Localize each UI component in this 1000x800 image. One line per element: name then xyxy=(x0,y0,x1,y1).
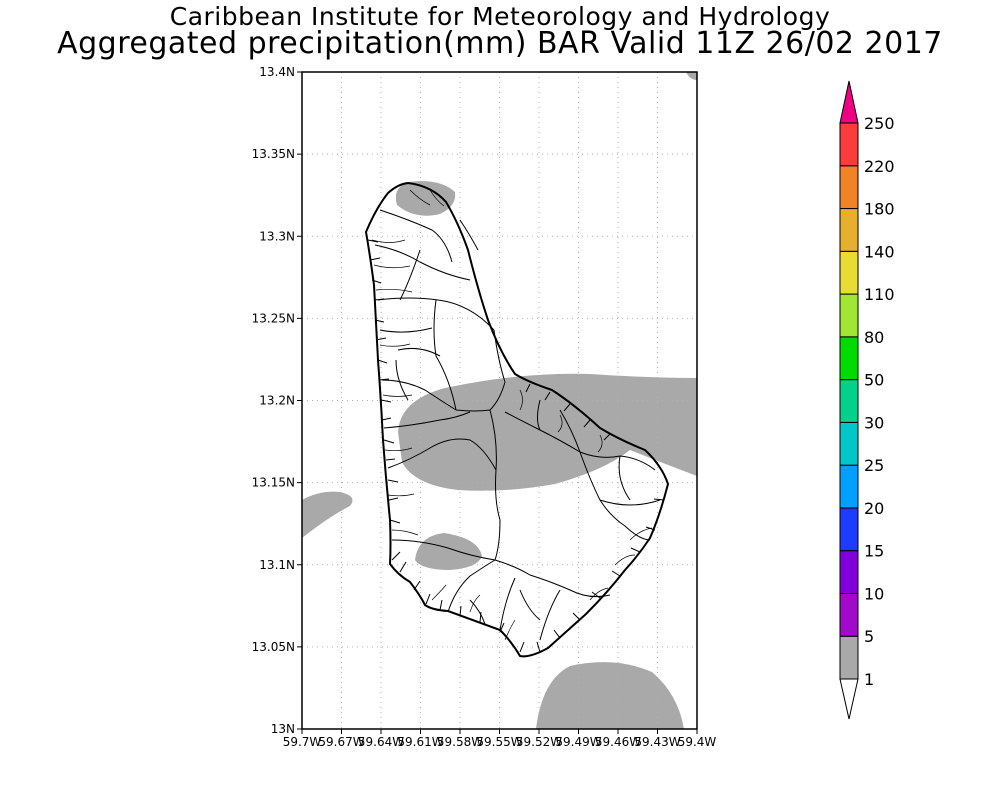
precip-area-central-band xyxy=(398,373,697,491)
barbados-island xyxy=(364,181,670,658)
precip-area-north xyxy=(395,181,456,216)
colorbar-segment xyxy=(839,592,859,637)
chart-title-institute: Caribbean Institute for Meteorology and … xyxy=(169,2,831,31)
lon-tick-label: 59.67W xyxy=(318,735,364,749)
lon-tick-label: 59.64W xyxy=(358,735,404,749)
parish-boundaries xyxy=(374,209,661,641)
colorbar-segment xyxy=(839,250,859,295)
colorbar-level-label: 80 xyxy=(864,328,884,347)
colorbar-segment xyxy=(839,635,859,680)
lat-tick-label: 13.1N xyxy=(259,558,295,572)
lat-tick-label: 13.15N xyxy=(252,476,295,490)
colorbar-level-label: 50 xyxy=(864,371,884,390)
axis-ticks: 13.4N 13.35N 13.3N 13.25N 13.2N 13.15N 13.1N 13… xyxy=(252,65,717,749)
lon-tick-label: 59.58W xyxy=(437,735,483,749)
lat-tick-label: 13.3N xyxy=(259,229,295,243)
lon-tick-label: 59.49W xyxy=(555,735,601,749)
colorbar-segment xyxy=(839,336,859,381)
colorbar-level-label: 220 xyxy=(864,157,895,176)
lon-tick-label: 59.61W xyxy=(397,735,443,749)
lat-tick-label: 13.4N xyxy=(259,65,295,79)
lat-tick-label: 13N xyxy=(271,722,295,736)
colorbar-segment xyxy=(839,379,859,423)
lon-tick-label: 59.46W xyxy=(595,735,641,749)
colorbar-upper-arrow xyxy=(839,80,859,124)
lat-tick-label: 13.2N xyxy=(259,394,295,408)
lon-tick-label: 59.4W xyxy=(678,735,717,749)
island-coastline xyxy=(364,181,670,658)
colorbar-segment xyxy=(839,421,859,466)
colorbar-segment xyxy=(839,507,859,552)
colorbar-segment xyxy=(839,165,859,210)
lat-tick-label: 13.35N xyxy=(252,147,295,161)
colorbar-lower-arrow xyxy=(839,678,859,720)
colorbar-segment xyxy=(839,122,859,167)
island-coast-hatching xyxy=(367,239,665,653)
colorbar-level-label: 140 xyxy=(864,242,895,261)
colorbar-level-label: 110 xyxy=(864,285,895,304)
lon-tick-label: 59.43W xyxy=(634,735,680,749)
chart-title-product: Aggregated precipitation(mm) BAR Valid 1… xyxy=(57,26,943,61)
map-gridlines xyxy=(302,72,697,729)
colorbar-level-label: 25 xyxy=(864,456,884,475)
colorbar-segment xyxy=(839,464,859,509)
lon-tick-label: 59.55W xyxy=(476,735,522,749)
colorbar-level-label: 20 xyxy=(864,499,884,518)
lon-tick-label: 59.52W xyxy=(516,735,562,749)
colorbar-segment xyxy=(839,208,859,252)
colorbar-level-label: 5 xyxy=(864,627,874,646)
colorbar-level-label: 10 xyxy=(864,584,884,603)
colorbar-segment xyxy=(839,550,859,594)
lon-tick-label: 59.7W xyxy=(283,735,322,749)
colorbar-level-label: 250 xyxy=(864,114,895,133)
colorbar-level-label: 15 xyxy=(864,542,884,561)
lat-tick-label: 13.05N xyxy=(252,640,295,654)
precip-area-south xyxy=(536,662,684,729)
lat-tick-label: 13.25N xyxy=(252,311,295,325)
precip-area-west xyxy=(302,491,353,538)
river-lines xyxy=(371,189,653,641)
precip-area-northeast-corner xyxy=(686,72,697,80)
colorbar-level-label: 30 xyxy=(864,413,884,432)
precip-area-southwest xyxy=(415,533,482,570)
colorbar-level-label: 1 xyxy=(864,670,874,689)
precipitation-areas xyxy=(302,72,697,729)
colorbar-level-label: 180 xyxy=(864,200,895,219)
colorbar-segment xyxy=(839,293,859,338)
